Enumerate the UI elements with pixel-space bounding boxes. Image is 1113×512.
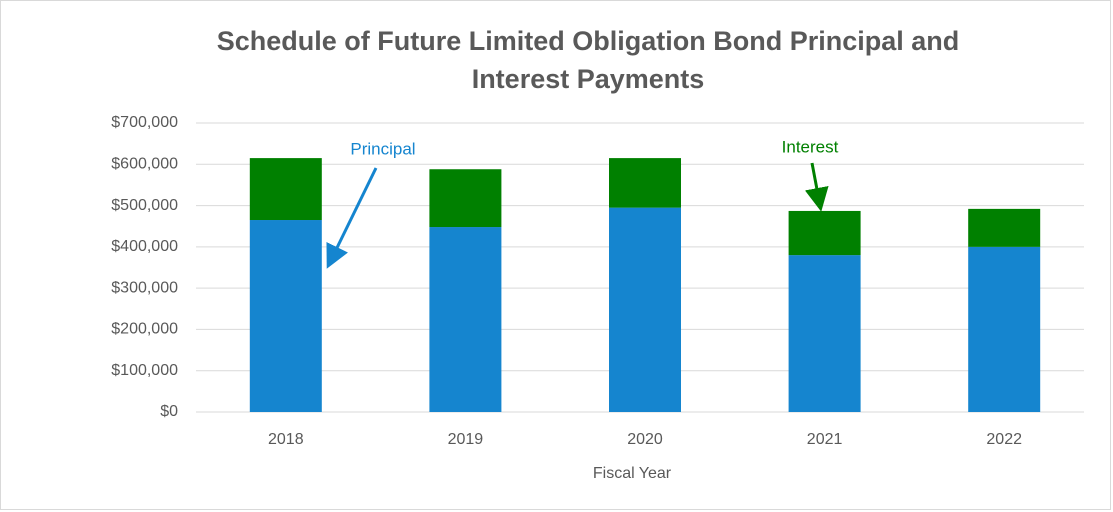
x-tick-label: 2021 — [807, 431, 843, 448]
bar — [249, 220, 322, 412]
x-tick-label: 2020 — [627, 431, 663, 448]
bar — [788, 255, 861, 412]
y-tick-label: $600,000 — [111, 156, 178, 173]
x-tick-label: 2022 — [986, 431, 1022, 448]
y-tick-label: $200,000 — [111, 321, 178, 338]
bar — [249, 158, 322, 221]
y-tick-label: $0 — [160, 403, 178, 420]
chart-title: Schedule of Future Limited Obligation Bo… — [216, 26, 960, 94]
annotation-arrow — [326, 167, 378, 269]
y-tick-label: $100,000 — [111, 362, 178, 379]
bar — [788, 210, 861, 256]
bar — [609, 207, 681, 412]
bar — [968, 208, 1041, 247]
x-tick-label: 2019 — [448, 431, 484, 448]
plot-area: $0 $100,000 $200,000 $300,000 $400,000 $500,0… — [111, 114, 1084, 448]
y-tick-label: $400,000 — [111, 238, 178, 255]
x-axis-label: Fiscal Year — [593, 465, 672, 482]
bar — [429, 169, 502, 228]
bar — [968, 246, 1041, 412]
bar — [429, 227, 502, 412]
bar — [609, 158, 681, 208]
annotation-arrow — [804, 162, 829, 212]
y-tick-label: $500,000 — [111, 197, 178, 214]
y-tick-label: $300,000 — [111, 279, 178, 296]
annotation: Principal — [350, 139, 415, 158]
x-tick-label: 2018 — [268, 431, 304, 448]
y-tick-label: $700,000 — [111, 114, 178, 131]
annotation: Interest — [782, 137, 839, 156]
